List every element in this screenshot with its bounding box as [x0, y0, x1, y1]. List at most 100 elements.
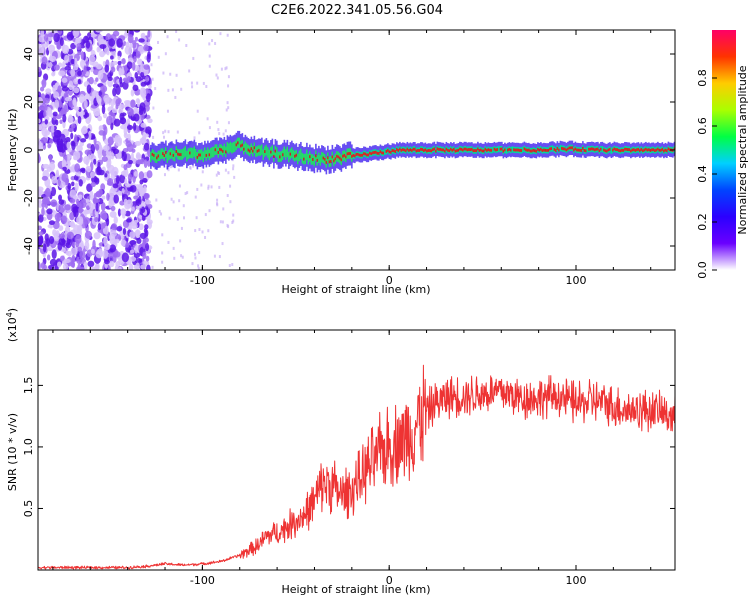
noise-speckle [133, 30, 141, 33]
residual-speckle [221, 242, 224, 246]
residual-speckle [216, 76, 219, 80]
noise-speckle [112, 83, 120, 88]
band-core [673, 147, 675, 151]
band-core [654, 149, 656, 153]
residual-speckle [194, 195, 197, 199]
noise-speckle [88, 95, 93, 101]
band-core [631, 148, 634, 152]
noise-speckle [128, 263, 134, 270]
residual-speckle [172, 246, 175, 250]
band-core [451, 148, 454, 152]
band-core [345, 155, 347, 159]
noise-speckle [59, 255, 65, 262]
noise-speckle [80, 126, 88, 135]
residual-speckle [157, 55, 160, 59]
noise-speckle [141, 177, 148, 183]
noise-speckle [110, 55, 114, 60]
noise-speckle [74, 182, 79, 192]
band-core [376, 151, 379, 155]
colorbar: 0.0 0.2 0.4 0.6 0.8 Normalized spectral ampl… [696, 30, 749, 279]
noise-speckle [83, 112, 90, 118]
residual-speckle [211, 39, 214, 43]
noise-speckle [64, 65, 72, 71]
spectrogram-marks [38, 30, 675, 270]
noise-speckle [77, 79, 82, 85]
band-core [544, 148, 547, 152]
noise-speckle [134, 245, 138, 254]
noise-speckle [113, 194, 120, 204]
band-core [412, 147, 415, 151]
residual-speckle [151, 77, 154, 81]
noise-speckle [73, 87, 80, 94]
noise-speckle [112, 113, 116, 119]
noise-speckle [38, 235, 44, 246]
noise-speckle [90, 143, 96, 154]
noise-speckle [110, 231, 118, 237]
noise-speckle [138, 109, 144, 115]
band-mid [259, 145, 262, 157]
noise-speckle [123, 164, 128, 171]
band-mid [213, 146, 215, 158]
noise-speckle [64, 96, 72, 102]
noise-speckle [55, 230, 60, 237]
band-core [427, 149, 430, 152]
noise-speckle [102, 87, 106, 97]
noise-speckle [110, 205, 116, 212]
noise-speckle [48, 235, 55, 245]
band-core [237, 141, 239, 145]
residual-speckle [161, 233, 164, 237]
residual-speckle [206, 117, 209, 121]
noise-speckle [87, 260, 95, 268]
residual-speckle [179, 239, 182, 243]
band-core [175, 150, 178, 153]
spectrogram-y-tick-label: -40 [22, 237, 35, 255]
noise-speckle [115, 238, 120, 244]
noise-speckle [77, 246, 83, 253]
noise-speckle [55, 169, 60, 178]
noise-speckle [58, 204, 66, 214]
noise-speckle [107, 136, 115, 146]
noise-speckle [133, 171, 138, 177]
band-core [334, 157, 337, 161]
band-core [621, 148, 623, 152]
noise-speckle [81, 168, 86, 174]
noise-speckle [58, 194, 63, 201]
noise-speckle [52, 111, 58, 117]
band-core [547, 148, 550, 152]
band-core [463, 147, 466, 151]
residual-speckle [198, 131, 201, 135]
residual-speckle [190, 81, 193, 85]
band-core [648, 148, 650, 152]
residual-speckle [207, 229, 210, 233]
residual-speckle [215, 73, 218, 77]
noise-speckle [86, 205, 90, 210]
band-mid [601, 145, 604, 153]
noise-speckle [111, 108, 118, 114]
band-mid [216, 144, 218, 155]
band-core [469, 148, 472, 152]
band-core [496, 148, 499, 151]
band-core [433, 147, 436, 151]
band-core [550, 147, 553, 151]
noise-speckle [90, 66, 94, 73]
band-core [381, 151, 383, 155]
band-core [324, 157, 326, 161]
snr-x-tick-label: 100 [565, 574, 586, 587]
noise-speckle [116, 38, 123, 48]
noise-speckle [48, 61, 53, 69]
band-core [177, 152, 179, 156]
noise-speckle [93, 232, 101, 240]
noise-speckle [76, 266, 81, 270]
band-mid [310, 154, 313, 165]
band-core [660, 148, 662, 152]
noise-speckle [103, 236, 108, 246]
residual-speckle [215, 173, 218, 177]
noise-speckle [46, 254, 51, 261]
noise-speckle [111, 223, 118, 231]
noise-speckle [126, 143, 134, 153]
band-core [625, 147, 628, 151]
band-core [540, 147, 542, 151]
band-core [667, 147, 670, 151]
noise-speckle [103, 145, 110, 152]
residual-speckle [228, 264, 231, 268]
